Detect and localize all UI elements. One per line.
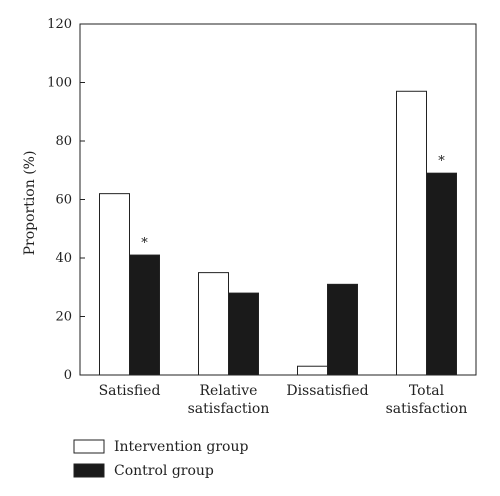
bar-intervention-group [99, 193, 130, 376]
y-tick-label: 120 [47, 17, 72, 32]
bar-control-group [129, 254, 160, 376]
category-labels: Satisfied Relative satisfaction Dissatisfie… [99, 383, 468, 417]
legend-label: Control group [114, 463, 214, 479]
y-tick-label: 40 [55, 251, 72, 266]
y-tick-label: 0 [64, 368, 72, 383]
y-tick-label: 20 [55, 310, 72, 325]
y-tick-label: 80 [55, 134, 72, 149]
bar-intervention-group [297, 365, 328, 376]
bar-control-group [327, 283, 358, 376]
y-axis-ticks: 0 20 40 60 80 100 120 [47, 17, 85, 383]
bar-control-group [426, 172, 457, 376]
bar-intervention-group [198, 272, 229, 376]
y-tick-label: 60 [55, 193, 72, 208]
legend-swatch [73, 463, 105, 478]
legend-swatch [73, 439, 105, 454]
legend: Intervention group Control group [73, 439, 248, 479]
legend-label: Intervention group [114, 439, 248, 455]
x-category-label: satisfaction [386, 401, 468, 417]
x-category-label: Dissatisfied [286, 383, 368, 399]
annotations: ** [141, 154, 445, 251]
bars [99, 90, 457, 376]
bar-control-group [228, 292, 259, 376]
significance-marker: * [141, 236, 148, 251]
significance-marker: * [438, 154, 445, 169]
bar-intervention-group [396, 90, 427, 376]
x-category-label: satisfaction [188, 401, 270, 417]
y-tick-label: 100 [47, 76, 72, 91]
x-category-label: Satisfied [99, 383, 161, 399]
y-axis-title: Proportion (%) [22, 151, 38, 256]
x-category-label: Total [409, 383, 445, 399]
x-category-label: Relative [200, 383, 258, 399]
